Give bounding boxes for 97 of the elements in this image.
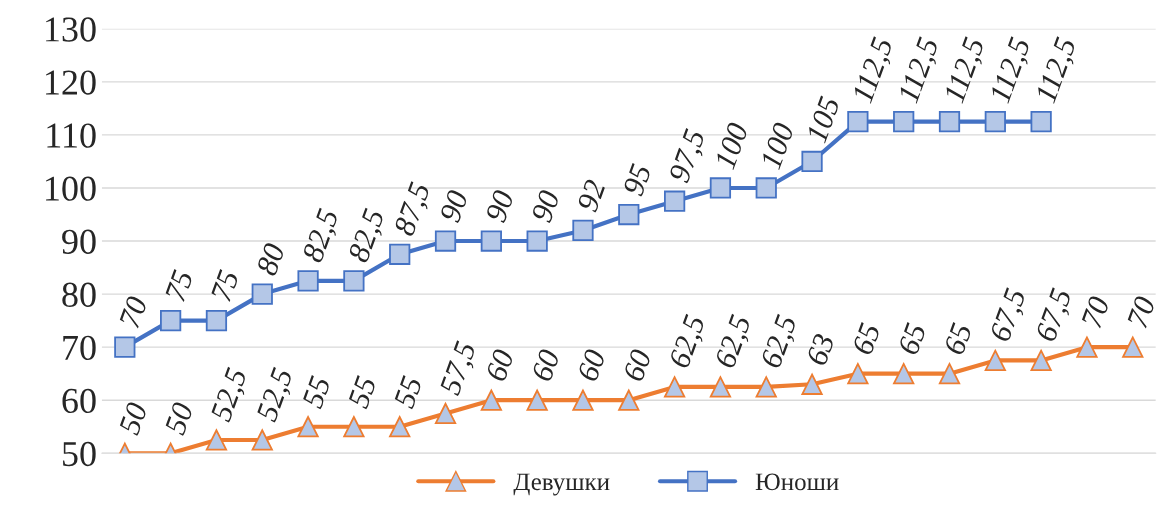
data-label: 60 bbox=[485, 347, 515, 383]
point bbox=[1030, 111, 1052, 133]
data-label: 112,5 bbox=[1034, 36, 1081, 106]
data-label: 90 bbox=[485, 188, 515, 224]
y-tick-label: 120 bbox=[46, 70, 96, 95]
point bbox=[572, 219, 594, 242]
point bbox=[205, 309, 228, 332]
y-tick-label: 80 bbox=[62, 282, 96, 307]
data-label: 55 bbox=[301, 375, 331, 410]
y-tick-label: 110 bbox=[47, 123, 96, 148]
point bbox=[801, 150, 823, 173]
point bbox=[709, 177, 732, 199]
data-label: 52,5 bbox=[255, 366, 298, 425]
data-label: 112,5 bbox=[897, 36, 943, 106]
point bbox=[572, 389, 594, 411]
point bbox=[755, 177, 777, 199]
point bbox=[389, 243, 411, 265]
data-label: 90 bbox=[439, 188, 469, 224]
data-label: 82,5 bbox=[301, 207, 343, 265]
point bbox=[663, 376, 686, 398]
data-label: 62,5 bbox=[714, 313, 756, 371]
point bbox=[480, 230, 502, 252]
point bbox=[709, 376, 732, 398]
data-label: 112,5 bbox=[989, 36, 1035, 106]
data-label: 70 bbox=[118, 294, 148, 329]
data-label: 100 bbox=[759, 121, 795, 171]
point bbox=[205, 429, 228, 451]
y-tick-label: 50 bbox=[63, 441, 96, 467]
point bbox=[343, 416, 365, 438]
point bbox=[434, 230, 457, 252]
data-label: 70 bbox=[1080, 294, 1111, 329]
y-tick-label: 70 bbox=[63, 335, 96, 361]
point bbox=[526, 389, 548, 411]
data-label: 90 bbox=[530, 188, 561, 224]
data-label: 67,5 bbox=[1035, 287, 1076, 344]
point bbox=[893, 111, 915, 133]
point bbox=[984, 111, 1006, 133]
data-label: 65 bbox=[897, 321, 927, 356]
legend-label: Юноши bbox=[755, 473, 839, 491]
data-label: 50 bbox=[118, 401, 148, 436]
data-label: 57,5 bbox=[439, 340, 481, 398]
data-label: 100 bbox=[714, 121, 749, 171]
point bbox=[893, 363, 915, 385]
point bbox=[480, 389, 502, 411]
point bbox=[618, 389, 640, 411]
data-label: 65 bbox=[851, 321, 881, 356]
data-label: 50 bbox=[164, 401, 194, 436]
point bbox=[343, 270, 365, 292]
data-label: 63 bbox=[805, 332, 835, 367]
y-tick-label: 100 bbox=[46, 176, 96, 201]
legend-label: Девушки bbox=[513, 473, 610, 496]
point bbox=[1076, 336, 1098, 358]
y-tick-label: 90 bbox=[62, 229, 96, 254]
point bbox=[847, 111, 869, 133]
point bbox=[847, 363, 869, 385]
data-label: 92 bbox=[576, 178, 606, 213]
data-label: 87,5 bbox=[393, 181, 435, 239]
data-label: 82,5 bbox=[347, 207, 389, 265]
data-label: 65 bbox=[943, 321, 973, 356]
point bbox=[618, 203, 640, 226]
data-label: 80 bbox=[255, 241, 286, 277]
y-tick-label: 60 bbox=[62, 388, 96, 414]
point bbox=[938, 111, 961, 133]
point bbox=[1030, 349, 1052, 372]
data-label: 75 bbox=[164, 268, 194, 303]
point bbox=[984, 349, 1006, 372]
point bbox=[297, 270, 319, 292]
point bbox=[434, 402, 457, 425]
data-label: 70 bbox=[1126, 294, 1156, 329]
point bbox=[251, 429, 273, 451]
data-label: 60 bbox=[530, 347, 561, 383]
point bbox=[755, 376, 777, 398]
data-label: 52,5 bbox=[210, 366, 252, 425]
data-label: 55 bbox=[347, 375, 377, 410]
point bbox=[1122, 336, 1144, 358]
data-label: 112,5 bbox=[851, 36, 898, 106]
data-label: 95 bbox=[622, 162, 652, 197]
point bbox=[938, 363, 961, 385]
data-label: 62,5 bbox=[760, 313, 802, 371]
point bbox=[251, 283, 273, 305]
point bbox=[801, 373, 823, 395]
data-label: 97,5 bbox=[668, 128, 710, 186]
y-tick-label: 130 bbox=[46, 17, 96, 42]
point bbox=[389, 416, 411, 438]
data-label: 105 bbox=[805, 95, 841, 144]
data-label: 55 bbox=[393, 375, 423, 410]
data-label: 112,5 bbox=[943, 36, 989, 106]
point bbox=[297, 416, 319, 438]
point bbox=[526, 230, 548, 252]
data-label: 67,5 bbox=[989, 287, 1031, 344]
data-label: 75 bbox=[210, 268, 240, 303]
point bbox=[160, 309, 182, 332]
data-label: 60 bbox=[622, 347, 652, 383]
data-label: 62,5 bbox=[668, 313, 710, 371]
point bbox=[663, 190, 686, 212]
point bbox=[114, 336, 136, 358]
data-label: 60 bbox=[576, 347, 607, 383]
